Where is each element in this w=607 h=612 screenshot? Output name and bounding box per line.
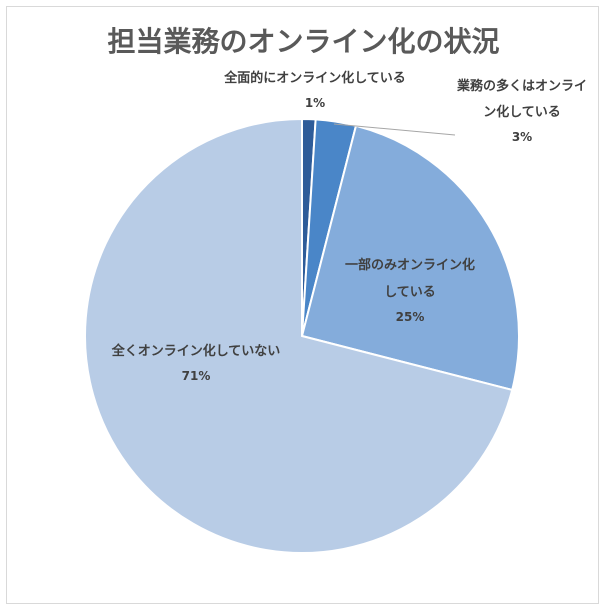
slice-label-full-online: 全面的にオンライン化している 1% xyxy=(195,66,435,114)
pie-slice-not-online xyxy=(84,117,514,554)
slice-label-value: 25% xyxy=(395,310,425,324)
slice-label-not-online: 全くオンライン化していない 71% xyxy=(108,338,284,387)
slice-label-text: 業務の多くはオンライン化している xyxy=(456,79,587,120)
slice-label-text: 全くオンライン化していない xyxy=(111,344,281,359)
chart-title: 担当業務のオンライン化の状況 xyxy=(107,25,500,58)
pie-slices xyxy=(84,117,520,554)
slice-label-value: 71% xyxy=(181,369,211,383)
slice-label-partly-online: 一部のみオンライン化している 25% xyxy=(340,252,480,328)
slice-label-value: 3% xyxy=(511,130,533,144)
slice-label-text: 全面的にオンライン化している xyxy=(224,71,406,86)
slice-label-mostly-online: 業務の多くはオンライン化している 3% xyxy=(452,74,592,148)
leader-line xyxy=(333,123,456,136)
slice-label-text: 一部のみオンライン化している xyxy=(344,258,475,300)
slice-label-value: 1% xyxy=(304,96,326,110)
pie-slice-partly-online xyxy=(300,124,520,392)
